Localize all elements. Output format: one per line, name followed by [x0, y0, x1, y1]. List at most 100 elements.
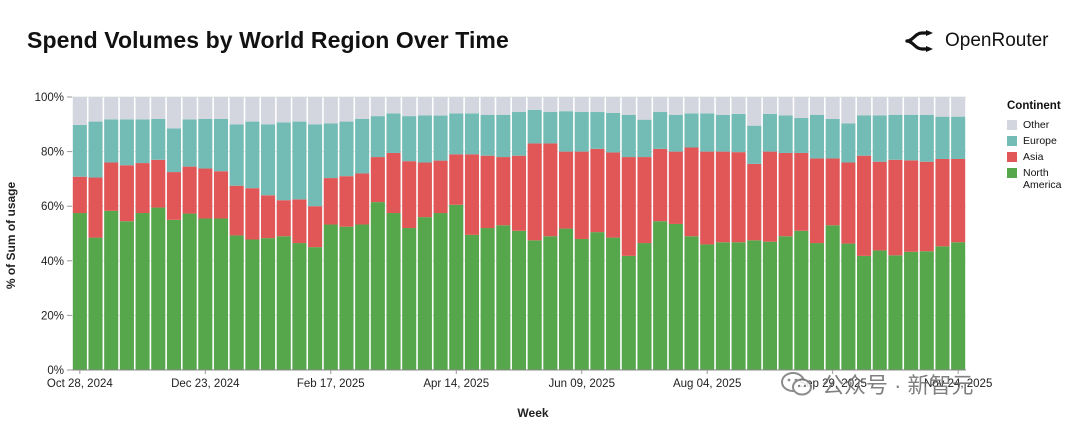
bar-segment-asia	[857, 155, 872, 256]
bar-segment-north-america	[308, 247, 323, 370]
bar-segment-other	[72, 97, 87, 125]
bar-segment-europe	[104, 119, 119, 163]
bar-segment-other	[370, 97, 385, 117]
bar-segment-other	[402, 97, 417, 117]
bar-segment-other	[904, 97, 919, 115]
bar-segment-north-america	[213, 218, 229, 370]
bar-segment-asia	[872, 161, 887, 251]
bar-segment-europe	[166, 128, 181, 173]
bar-segment-asia	[574, 151, 589, 239]
bar-segment-other	[261, 97, 276, 125]
bar-segment-asia	[668, 151, 683, 224]
bar-segment-north-america	[323, 224, 338, 370]
bar-segment-asia	[653, 148, 668, 222]
x-tick-label: Aug 04, 2025	[673, 378, 741, 390]
legend-title: Continent	[1007, 100, 1061, 112]
bar-segment-europe	[527, 109, 542, 144]
bar-segment-asia	[119, 165, 134, 222]
bar-segment-asia	[464, 154, 479, 235]
bar-segment-north-america	[292, 243, 307, 370]
bar-segment-north-america	[762, 241, 777, 370]
bar-segment-asia	[182, 166, 197, 214]
x-tick-label: Nov 24, 2025	[924, 378, 992, 390]
bar-segment-north-america	[904, 251, 919, 370]
bar-segment-north-america	[731, 242, 746, 370]
bar-segment-europe	[229, 124, 244, 186]
bar-segment-north-america	[825, 225, 840, 370]
bar-segment-other	[339, 97, 354, 122]
watermark-text: 公众号 · 新智元	[822, 373, 974, 398]
bar-segment-europe	[543, 112, 558, 144]
bar-segment-north-america	[402, 228, 417, 370]
bar-segment-other	[104, 97, 119, 120]
bar-segment-north-america	[135, 213, 150, 370]
bar-segment-europe	[151, 118, 166, 160]
bar-segment-other	[653, 97, 668, 113]
bar-segment-europe	[637, 119, 652, 158]
bar-segment-asia	[104, 162, 119, 211]
y-tick-label: 60%	[41, 201, 64, 213]
bar-segment-europe	[386, 113, 401, 153]
bar-segment-europe	[668, 114, 683, 152]
bar-segment-europe	[72, 124, 87, 177]
bar-segment-asia	[809, 158, 825, 244]
bar-segment-other	[213, 97, 229, 119]
x-tick-label: Jun 09, 2025	[548, 378, 615, 390]
bar-segment-asia	[511, 155, 527, 231]
bar-segment-north-america	[386, 213, 401, 370]
bar-segment-north-america	[935, 246, 950, 370]
bar-segment-europe	[621, 114, 636, 158]
bar-segment-other	[731, 97, 746, 114]
bar-segment-asia	[166, 172, 181, 220]
bar-segment-north-america	[543, 236, 558, 370]
bar-segment-north-america	[355, 224, 370, 370]
bar-segment-north-america	[261, 238, 276, 370]
bar-segment-other	[841, 97, 856, 124]
bar-segment-europe	[778, 115, 793, 153]
legend-item[interactable]: North America	[1007, 167, 1065, 191]
bar-segment-other	[700, 97, 715, 114]
bar-segment-north-america	[700, 244, 715, 370]
bar-segment-asia	[417, 162, 432, 218]
bar-segment-north-america	[433, 213, 448, 370]
bar-segment-other	[747, 97, 762, 126]
bar-segment-north-america	[919, 251, 934, 370]
bar-segment-asia	[904, 160, 919, 252]
bar-segment-north-america	[794, 230, 809, 370]
bar-segment-other	[151, 97, 166, 119]
bar-segment-other	[433, 97, 448, 116]
bar-segment-asia	[888, 159, 903, 256]
bar-segment-europe	[292, 121, 307, 200]
bar-segment-north-america	[653, 221, 668, 370]
legend-item[interactable]: Asia	[1007, 151, 1065, 163]
bar-segment-other	[464, 97, 479, 114]
bar-segment-europe	[574, 112, 589, 152]
legend-item[interactable]: Other	[1007, 119, 1065, 131]
bar-segment-north-america	[151, 207, 166, 370]
bar-segment-other	[543, 97, 558, 113]
bar-segment-north-america	[104, 210, 119, 370]
bar-segment-other	[511, 97, 527, 113]
bar-segment-other	[135, 97, 150, 120]
bar-segment-europe	[433, 115, 448, 161]
bar-segment-europe	[182, 119, 197, 167]
bar-segment-europe	[480, 114, 495, 156]
bar-segment-other	[574, 97, 589, 113]
bar-segment-europe	[606, 112, 621, 153]
bar-segment-asia	[261, 195, 276, 239]
bar-segment-other	[386, 97, 401, 114]
bar-segment-asia	[480, 155, 495, 229]
y-tick-label: 20%	[41, 310, 64, 322]
bar-segment-europe	[464, 113, 479, 155]
bar-segment-asia	[292, 199, 307, 244]
bar-segment-other	[417, 97, 432, 116]
watermark: 公众号 · 新智元	[780, 368, 974, 400]
bar-segment-other	[88, 97, 103, 122]
bar-segment-north-america	[198, 218, 213, 370]
bar-segment-other	[198, 97, 213, 119]
legend-item[interactable]: Europe	[1007, 135, 1065, 147]
bar-segment-north-america	[245, 239, 260, 370]
bar-segment-asia	[339, 176, 354, 227]
bar-segment-north-america	[747, 240, 762, 370]
bar-segment-north-america	[857, 255, 872, 370]
